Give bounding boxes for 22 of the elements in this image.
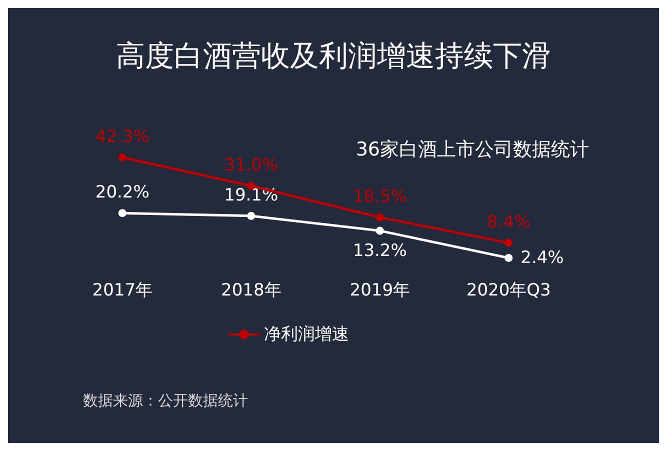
x-tick-label: 2019年 <box>350 280 410 300</box>
point <box>376 226 384 235</box>
legend-label: 净利润增速 <box>264 324 349 344</box>
x-tick-label: 2020年Q3 <box>466 280 551 300</box>
data-label: 8.4% <box>487 212 530 232</box>
data-label: 18.5% <box>352 186 407 207</box>
point <box>504 238 513 247</box>
data-label: 2.4% <box>520 248 564 268</box>
data-label: 20.2% <box>95 182 150 203</box>
point <box>118 153 126 162</box>
point <box>504 254 513 262</box>
x-tick-label: 2017年 <box>92 280 153 300</box>
source-note: 数据来源：公开数据统计 <box>83 392 248 410</box>
data-label: 31.0% <box>224 155 278 176</box>
point <box>376 213 384 222</box>
point <box>118 209 126 218</box>
data-label: 13.2% <box>352 241 407 262</box>
data-label: 42.3% <box>95 126 150 147</box>
chart-title: 高度白酒营收及利润增速持续下滑 <box>116 38 551 72</box>
x-tick-label: 2018年 <box>220 280 282 300</box>
point <box>247 212 256 220</box>
chart-subtitle: 36家白酒上市公司数据统计 <box>356 138 590 160</box>
